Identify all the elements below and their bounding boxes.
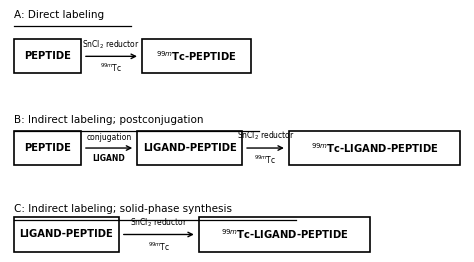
Bar — [14, 131, 81, 165]
Text: C: Indirect labeling; solid-phase synthesis: C: Indirect labeling; solid-phase synthe… — [14, 204, 232, 214]
Text: SnCl$_2$ reductor: SnCl$_2$ reductor — [237, 130, 294, 142]
Bar — [142, 39, 251, 73]
Bar — [14, 217, 118, 252]
Text: LIGAND-PEPTIDE: LIGAND-PEPTIDE — [19, 230, 113, 239]
Text: SnCl$_2$ reductor: SnCl$_2$ reductor — [82, 38, 140, 51]
Text: LIGAND: LIGAND — [92, 154, 126, 163]
Text: PEPTIDE: PEPTIDE — [24, 143, 71, 153]
Bar — [137, 131, 242, 165]
Text: SnCl$_2$ reductor: SnCl$_2$ reductor — [130, 216, 188, 229]
Text: LIGAND-PEPTIDE: LIGAND-PEPTIDE — [143, 143, 237, 153]
Text: $^{99m}$Tc-LIGAND-PEPTIDE: $^{99m}$Tc-LIGAND-PEPTIDE — [310, 141, 438, 155]
Text: PEPTIDE: PEPTIDE — [24, 51, 71, 61]
Text: conjugation: conjugation — [86, 133, 132, 142]
Text: $^{99m}$Tc: $^{99m}$Tc — [255, 154, 276, 166]
Bar — [14, 39, 81, 73]
Text: A: Direct labeling: A: Direct labeling — [14, 10, 104, 20]
Text: $^{99m}$Tc-PEPTIDE: $^{99m}$Tc-PEPTIDE — [156, 50, 237, 63]
Text: $^{99m}$Tc: $^{99m}$Tc — [100, 62, 122, 74]
Bar — [289, 131, 460, 165]
Text: $^{99m}$Tc: $^{99m}$Tc — [148, 240, 170, 253]
Bar — [199, 217, 370, 252]
Text: $^{99m}$Tc-LIGAND-PEPTIDE: $^{99m}$Tc-LIGAND-PEPTIDE — [220, 228, 348, 241]
Text: B: Indirect labeling; postconjugation: B: Indirect labeling; postconjugation — [14, 115, 204, 125]
